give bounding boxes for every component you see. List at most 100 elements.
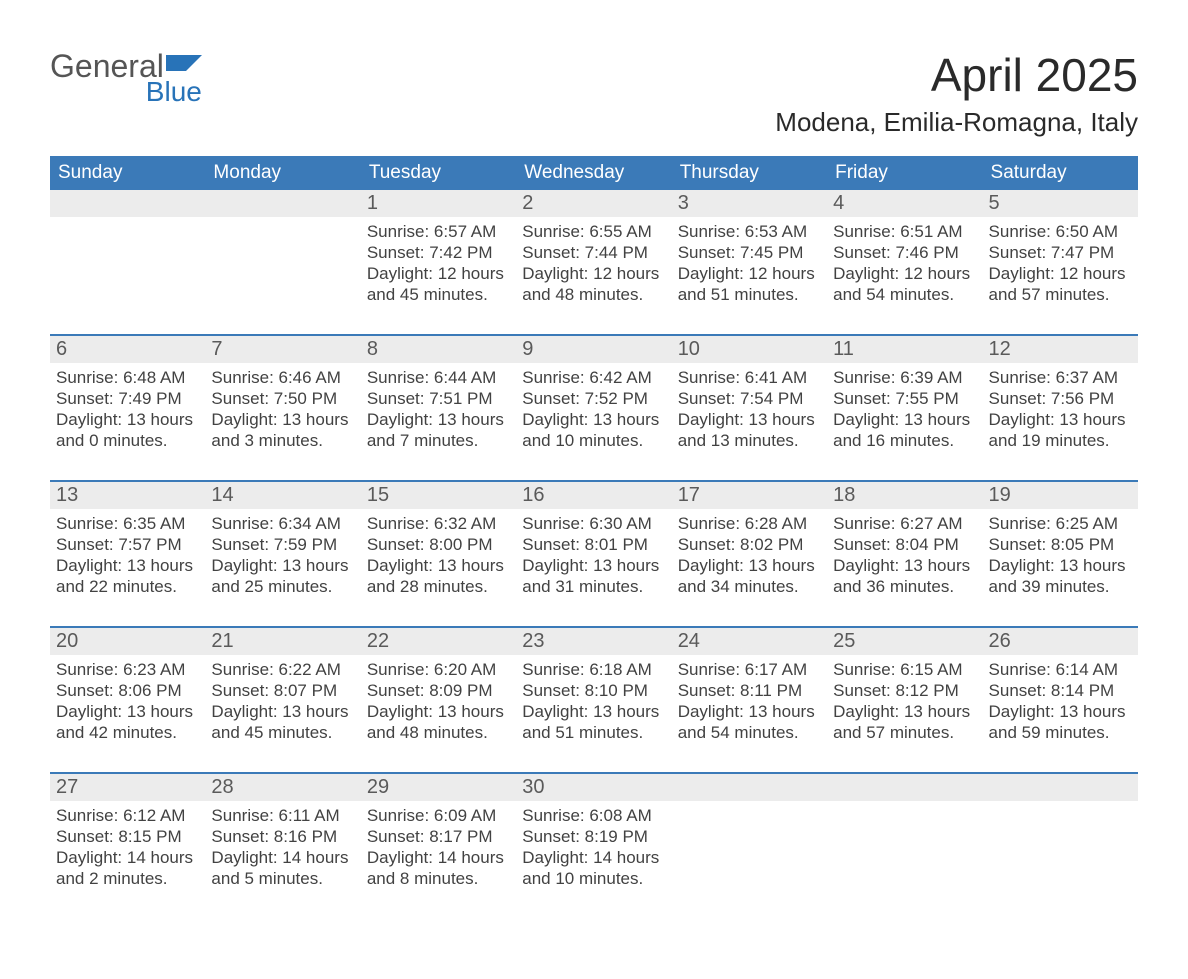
daylight-line-2: and 45 minutes. <box>367 284 510 305</box>
daylight-line-1: Daylight: 13 hours <box>522 555 665 576</box>
sunrise-text: Sunrise: 6:32 AM <box>367 513 510 534</box>
day-number-cell: 12 <box>983 335 1138 363</box>
daylight-line-1: Daylight: 13 hours <box>211 555 354 576</box>
sunrise-text: Sunrise: 6:17 AM <box>678 659 821 680</box>
daylight-line-1: Daylight: 13 hours <box>56 555 199 576</box>
daylight-line-1: Daylight: 14 hours <box>211 847 354 868</box>
daylight-line-2: and 51 minutes. <box>522 722 665 743</box>
sunrise-text: Sunrise: 6:25 AM <box>989 513 1132 534</box>
day-body-cell: Sunrise: 6:14 AMSunset: 8:14 PMDaylight:… <box>983 655 1138 773</box>
day-number-cell: 24 <box>672 627 827 655</box>
day-number-cell: 13 <box>50 481 205 509</box>
sunrise-text: Sunrise: 6:30 AM <box>522 513 665 534</box>
sunset-text: Sunset: 8:01 PM <box>522 534 665 555</box>
title-block: April 2025 Modena, Emilia-Romagna, Italy <box>775 50 1138 138</box>
day-body-cell <box>50 217 205 335</box>
daylight-line-2: and 3 minutes. <box>211 430 354 451</box>
dow-thursday: Thursday <box>672 156 827 190</box>
day-body-cell: Sunrise: 6:46 AMSunset: 7:50 PMDaylight:… <box>205 363 360 481</box>
week-5-daynum-row: 27282930 <box>50 773 1138 801</box>
day-number-cell: 3 <box>672 190 827 217</box>
daylight-line-1: Daylight: 13 hours <box>989 555 1132 576</box>
sunset-text: Sunset: 7:56 PM <box>989 388 1132 409</box>
day-number-cell: 15 <box>361 481 516 509</box>
day-number-cell: 21 <box>205 627 360 655</box>
sunset-text: Sunset: 8:10 PM <box>522 680 665 701</box>
day-body-cell: Sunrise: 6:34 AMSunset: 7:59 PMDaylight:… <box>205 509 360 627</box>
sunrise-text: Sunrise: 6:14 AM <box>989 659 1132 680</box>
day-number-cell <box>205 190 360 217</box>
day-body-cell <box>205 217 360 335</box>
day-number-cell: 20 <box>50 627 205 655</box>
day-number-cell: 16 <box>516 481 671 509</box>
day-number-cell: 30 <box>516 773 671 801</box>
day-number-cell: 17 <box>672 481 827 509</box>
sunrise-text: Sunrise: 6:23 AM <box>56 659 199 680</box>
daylight-line-2: and 28 minutes. <box>367 576 510 597</box>
day-body-cell: Sunrise: 6:55 AMSunset: 7:44 PMDaylight:… <box>516 217 671 335</box>
calendar-page: General Blue April 2025 Modena, Emilia-R… <box>0 0 1188 979</box>
sunrise-text: Sunrise: 6:55 AM <box>522 221 665 242</box>
week-4-body-row: Sunrise: 6:23 AMSunset: 8:06 PMDaylight:… <box>50 655 1138 773</box>
sunrise-text: Sunrise: 6:09 AM <box>367 805 510 826</box>
day-body-cell <box>672 801 827 919</box>
sunset-text: Sunset: 8:15 PM <box>56 826 199 847</box>
daylight-line-2: and 19 minutes. <box>989 430 1132 451</box>
sunrise-text: Sunrise: 6:57 AM <box>367 221 510 242</box>
sunrise-text: Sunrise: 6:35 AM <box>56 513 199 534</box>
daylight-line-2: and 48 minutes. <box>522 284 665 305</box>
daylight-line-1: Daylight: 12 hours <box>989 263 1132 284</box>
day-number-cell: 8 <box>361 335 516 363</box>
day-body-cell: Sunrise: 6:35 AMSunset: 7:57 PMDaylight:… <box>50 509 205 627</box>
sunrise-text: Sunrise: 6:37 AM <box>989 367 1132 388</box>
day-body-cell: Sunrise: 6:23 AMSunset: 8:06 PMDaylight:… <box>50 655 205 773</box>
daylight-line-2: and 22 minutes. <box>56 576 199 597</box>
daylight-line-1: Daylight: 12 hours <box>678 263 821 284</box>
sunrise-text: Sunrise: 6:34 AM <box>211 513 354 534</box>
day-body-cell: Sunrise: 6:12 AMSunset: 8:15 PMDaylight:… <box>50 801 205 919</box>
sunset-text: Sunset: 7:51 PM <box>367 388 510 409</box>
sunrise-text: Sunrise: 6:46 AM <box>211 367 354 388</box>
day-body-cell: Sunrise: 6:48 AMSunset: 7:49 PMDaylight:… <box>50 363 205 481</box>
daylight-line-2: and 48 minutes. <box>367 722 510 743</box>
day-body-cell: Sunrise: 6:22 AMSunset: 8:07 PMDaylight:… <box>205 655 360 773</box>
dow-sunday: Sunday <box>50 156 205 190</box>
daylight-line-1: Daylight: 12 hours <box>522 263 665 284</box>
daylight-line-1: Daylight: 13 hours <box>678 555 821 576</box>
week-5-body-row: Sunrise: 6:12 AMSunset: 8:15 PMDaylight:… <box>50 801 1138 919</box>
day-number-cell: 5 <box>983 190 1138 217</box>
daylight-line-1: Daylight: 13 hours <box>522 409 665 430</box>
sunset-text: Sunset: 8:00 PM <box>367 534 510 555</box>
daylight-line-2: and 39 minutes. <box>989 576 1132 597</box>
sunrise-text: Sunrise: 6:42 AM <box>522 367 665 388</box>
day-body-cell <box>983 801 1138 919</box>
day-number-cell <box>672 773 827 801</box>
sunset-text: Sunset: 8:05 PM <box>989 534 1132 555</box>
sunset-text: Sunset: 7:59 PM <box>211 534 354 555</box>
day-body-cell: Sunrise: 6:25 AMSunset: 8:05 PMDaylight:… <box>983 509 1138 627</box>
day-body-cell: Sunrise: 6:32 AMSunset: 8:00 PMDaylight:… <box>361 509 516 627</box>
week-3-body-row: Sunrise: 6:35 AMSunset: 7:57 PMDaylight:… <box>50 509 1138 627</box>
day-body-cell: Sunrise: 6:39 AMSunset: 7:55 PMDaylight:… <box>827 363 982 481</box>
daylight-line-2: and 51 minutes. <box>678 284 821 305</box>
sunset-text: Sunset: 8:04 PM <box>833 534 976 555</box>
daylight-line-2: and 10 minutes. <box>522 430 665 451</box>
daylight-line-2: and 59 minutes. <box>989 722 1132 743</box>
sunset-text: Sunset: 7:46 PM <box>833 242 976 263</box>
sunrise-text: Sunrise: 6:18 AM <box>522 659 665 680</box>
day-number-cell: 19 <box>983 481 1138 509</box>
sunset-text: Sunset: 8:07 PM <box>211 680 354 701</box>
daylight-line-1: Daylight: 12 hours <box>833 263 976 284</box>
day-number-cell: 10 <box>672 335 827 363</box>
daylight-line-2: and 54 minutes. <box>833 284 976 305</box>
daylight-line-1: Daylight: 13 hours <box>367 701 510 722</box>
sunset-text: Sunset: 7:49 PM <box>56 388 199 409</box>
day-number-cell: 29 <box>361 773 516 801</box>
daylight-line-1: Daylight: 13 hours <box>678 701 821 722</box>
daylight-line-2: and 13 minutes. <box>678 430 821 451</box>
day-number-cell <box>50 190 205 217</box>
daylight-line-1: Daylight: 13 hours <box>833 409 976 430</box>
day-body-cell: Sunrise: 6:37 AMSunset: 7:56 PMDaylight:… <box>983 363 1138 481</box>
daylight-line-2: and 0 minutes. <box>56 430 199 451</box>
sunset-text: Sunset: 8:12 PM <box>833 680 976 701</box>
